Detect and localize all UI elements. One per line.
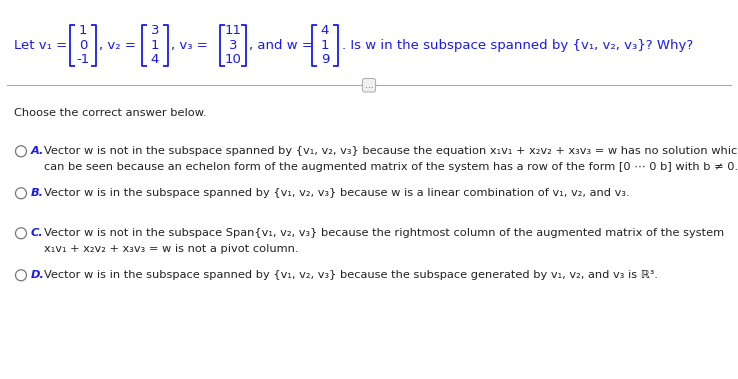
Text: 9: 9 — [321, 53, 329, 66]
Text: 3: 3 — [229, 39, 237, 52]
Text: Vector w is in the subspace spanned by {v₁, v₂, v₃} because w is a linear combin: Vector w is in the subspace spanned by {… — [44, 188, 630, 198]
Text: Vector w is not in the subspace spanned by {v₁, v₂, v₃} because the equation x₁v: Vector w is not in the subspace spanned … — [44, 146, 738, 156]
Text: 4: 4 — [151, 53, 159, 66]
Text: 1: 1 — [321, 39, 329, 52]
Text: can be seen because an echelon form of the augmented matrix of the system has a : can be seen because an echelon form of t… — [44, 162, 738, 172]
Text: -1: -1 — [76, 53, 89, 66]
Text: 10: 10 — [224, 53, 241, 66]
Text: 1: 1 — [151, 39, 159, 52]
Text: 0: 0 — [79, 39, 87, 52]
Text: ...: ... — [365, 81, 373, 90]
Text: . Is w in the subspace spanned by {v₁, v₂, v₃}? Why?: . Is w in the subspace spanned by {v₁, v… — [342, 39, 693, 52]
Text: 3: 3 — [151, 25, 159, 38]
Text: 1: 1 — [79, 25, 87, 38]
Text: Choose the correct answer below.: Choose the correct answer below. — [14, 108, 207, 118]
Text: 4: 4 — [321, 25, 329, 38]
Text: Let v₁ =: Let v₁ = — [14, 39, 67, 52]
Text: , v₃ =: , v₃ = — [171, 39, 208, 52]
Text: , v₂ =: , v₂ = — [99, 39, 136, 52]
Text: B.: B. — [31, 188, 44, 198]
Text: A.: A. — [31, 146, 44, 156]
Text: C.: C. — [31, 228, 44, 238]
Text: Vector w is in the subspace spanned by {v₁, v₂, v₃} because the subspace generat: Vector w is in the subspace spanned by {… — [44, 270, 658, 280]
Text: Vector w is not in the subspace Span{v₁, v₂, v₃} because the rightmost column of: Vector w is not in the subspace Span{v₁,… — [44, 228, 724, 238]
Text: , and w =: , and w = — [249, 39, 313, 52]
Text: D.: D. — [31, 270, 45, 280]
Text: 11: 11 — [224, 25, 241, 38]
Text: x₁v₁ + x₂v₂ + x₃v₃ = w is not a pivot column.: x₁v₁ + x₂v₂ + x₃v₃ = w is not a pivot co… — [44, 244, 298, 254]
